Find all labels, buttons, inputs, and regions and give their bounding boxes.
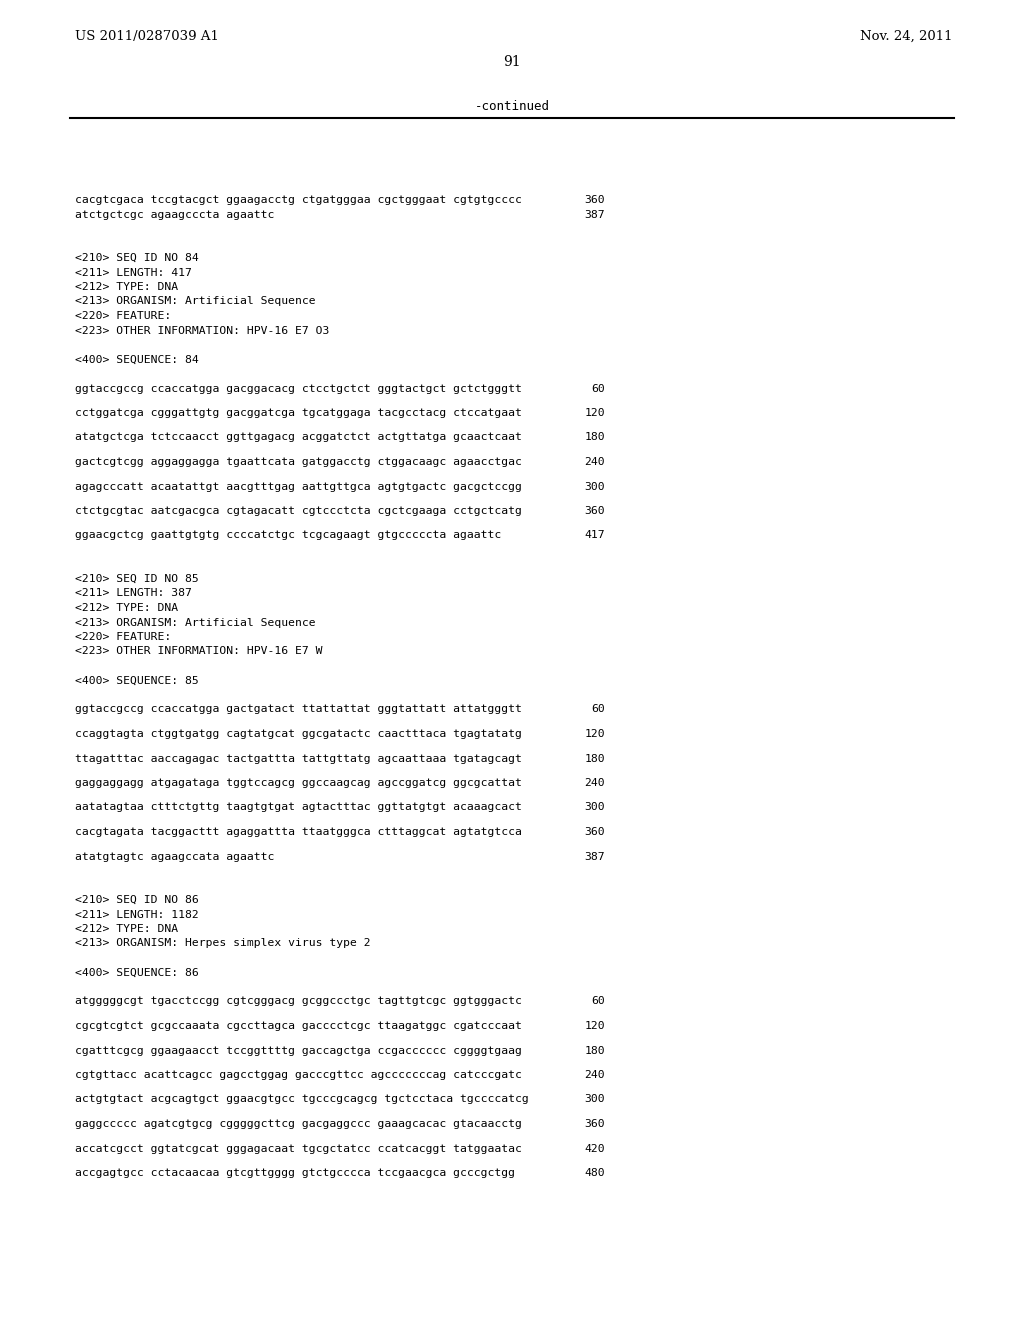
- Text: 180: 180: [585, 433, 605, 442]
- Text: 480: 480: [585, 1168, 605, 1177]
- Text: ccaggtagta ctggtgatgg cagtatgcat ggcgatactc caactttaca tgagtatatg: ccaggtagta ctggtgatgg cagtatgcat ggcgata…: [75, 729, 522, 739]
- Text: <223> OTHER INFORMATION: HPV-16 E7 O3: <223> OTHER INFORMATION: HPV-16 E7 O3: [75, 326, 330, 335]
- Text: ggaacgctcg gaattgtgtg ccccatctgc tcgcagaagt gtgcccccta agaattc: ggaacgctcg gaattgtgtg ccccatctgc tcgcaga…: [75, 531, 502, 540]
- Text: 240: 240: [585, 1071, 605, 1080]
- Text: <220> FEATURE:: <220> FEATURE:: [75, 312, 171, 321]
- Text: <213> ORGANISM: Artificial Sequence: <213> ORGANISM: Artificial Sequence: [75, 297, 315, 306]
- Text: <212> TYPE: DNA: <212> TYPE: DNA: [75, 603, 178, 612]
- Text: <210> SEQ ID NO 85: <210> SEQ ID NO 85: [75, 574, 199, 583]
- Text: <211> LENGTH: 387: <211> LENGTH: 387: [75, 589, 191, 598]
- Text: atctgctcgc agaagcccta agaattc: atctgctcgc agaagcccta agaattc: [75, 210, 274, 219]
- Text: <400> SEQUENCE: 86: <400> SEQUENCE: 86: [75, 968, 199, 978]
- Text: <212> TYPE: DNA: <212> TYPE: DNA: [75, 282, 178, 292]
- Text: atatgctcga tctccaacct ggttgagacg acggatctct actgttatga gcaactcaat: atatgctcga tctccaacct ggttgagacg acggatc…: [75, 433, 522, 442]
- Text: 360: 360: [585, 828, 605, 837]
- Text: aatatagtaa ctttctgttg taagtgtgat agtactttac ggttatgtgt acaaagcact: aatatagtaa ctttctgttg taagtgtgat agtactt…: [75, 803, 522, 813]
- Text: <212> TYPE: DNA: <212> TYPE: DNA: [75, 924, 178, 935]
- Text: <211> LENGTH: 1182: <211> LENGTH: 1182: [75, 909, 199, 920]
- Text: cgatttcgcg ggaagaacct tccggttttg gaccagctga ccgacccccc cggggtgaag: cgatttcgcg ggaagaacct tccggttttg gaccagc…: [75, 1045, 522, 1056]
- Text: atatgtagtc agaagccata agaattc: atatgtagtc agaagccata agaattc: [75, 851, 274, 862]
- Text: cacgtcgaca tccgtacgct ggaagacctg ctgatgggaa cgctgggaat cgtgtgcccc: cacgtcgaca tccgtacgct ggaagacctg ctgatgg…: [75, 195, 522, 205]
- Text: <223> OTHER INFORMATION: HPV-16 E7 W: <223> OTHER INFORMATION: HPV-16 E7 W: [75, 647, 323, 656]
- Text: 360: 360: [585, 506, 605, 516]
- Text: cgcgtcgtct gcgccaaata cgccttagca gacccctcgc ttaagatggc cgatcccaat: cgcgtcgtct gcgccaaata cgccttagca gacccct…: [75, 1020, 522, 1031]
- Text: 180: 180: [585, 1045, 605, 1056]
- Text: 300: 300: [585, 1094, 605, 1105]
- Text: <210> SEQ ID NO 84: <210> SEQ ID NO 84: [75, 253, 199, 263]
- Text: <400> SEQUENCE: 85: <400> SEQUENCE: 85: [75, 676, 199, 685]
- Text: 300: 300: [585, 803, 605, 813]
- Text: 60: 60: [591, 384, 605, 393]
- Text: 360: 360: [585, 195, 605, 205]
- Text: 387: 387: [585, 210, 605, 219]
- Text: accatcgcct ggtatcgcat gggagacaat tgcgctatcc ccatcacggt tatggaatac: accatcgcct ggtatcgcat gggagacaat tgcgcta…: [75, 1143, 522, 1154]
- Text: cacgtagata tacggacttt agaggattta ttaatgggca ctttaggcat agtatgtcca: cacgtagata tacggacttt agaggattta ttaatgg…: [75, 828, 522, 837]
- Text: 120: 120: [585, 729, 605, 739]
- Text: <400> SEQUENCE: 84: <400> SEQUENCE: 84: [75, 355, 199, 364]
- Text: ttagatttac aaccagagac tactgattta tattgttatg agcaattaaa tgatagcagt: ttagatttac aaccagagac tactgattta tattgtt…: [75, 754, 522, 763]
- Text: ctctgcgtac aatcgacgca cgtagacatt cgtccctcta cgctcgaaga cctgctcatg: ctctgcgtac aatcgacgca cgtagacatt cgtccct…: [75, 506, 522, 516]
- Text: cgtgttacc acattcagcc gagcctggag gacccgttcc agcccccccag catcccgatc: cgtgttacc acattcagcc gagcctggag gacccgtt…: [75, 1071, 522, 1080]
- Text: gaggaggagg atgagataga tggtccagcg ggccaagcag agccggatcg ggcgcattat: gaggaggagg atgagataga tggtccagcg ggccaag…: [75, 777, 522, 788]
- Text: 120: 120: [585, 1020, 605, 1031]
- Text: 240: 240: [585, 777, 605, 788]
- Text: <210> SEQ ID NO 86: <210> SEQ ID NO 86: [75, 895, 199, 906]
- Text: atgggggcgt tgacctccgg cgtcgggacg gcggccctgc tagttgtcgc ggtgggactc: atgggggcgt tgacctccgg cgtcgggacg gcggccc…: [75, 997, 522, 1006]
- Text: 240: 240: [585, 457, 605, 467]
- Text: agagcccatt acaatattgt aacgtttgag aattgttgca agtgtgactc gacgctccgg: agagcccatt acaatattgt aacgtttgag aattgtt…: [75, 482, 522, 491]
- Text: <213> ORGANISM: Herpes simplex virus type 2: <213> ORGANISM: Herpes simplex virus typ…: [75, 939, 371, 949]
- Text: 60: 60: [591, 705, 605, 714]
- Text: accgagtgcc cctacaacaa gtcgttgggg gtctgcccca tccgaacgca gcccgctgg: accgagtgcc cctacaacaa gtcgttgggg gtctgcc…: [75, 1168, 515, 1177]
- Text: cctggatcga cgggattgtg gacggatcga tgcatggaga tacgcctacg ctccatgaat: cctggatcga cgggattgtg gacggatcga tgcatgg…: [75, 408, 522, 418]
- Text: gactcgtcgg aggaggagga tgaattcata gatggacctg ctggacaagc agaacctgac: gactcgtcgg aggaggagga tgaattcata gatggac…: [75, 457, 522, 467]
- Text: 60: 60: [591, 997, 605, 1006]
- Text: gaggccccc agatcgtgcg cgggggcttcg gacgaggccc gaaagcacac gtacaacctg: gaggccccc agatcgtgcg cgggggcttcg gacgagg…: [75, 1119, 522, 1129]
- Text: 180: 180: [585, 754, 605, 763]
- Text: <213> ORGANISM: Artificial Sequence: <213> ORGANISM: Artificial Sequence: [75, 618, 315, 627]
- Text: US 2011/0287039 A1: US 2011/0287039 A1: [75, 30, 219, 44]
- Text: 360: 360: [585, 1119, 605, 1129]
- Text: ggtaccgccg ccaccatgga gactgatact ttattattat gggtattatt attatgggtt: ggtaccgccg ccaccatgga gactgatact ttattat…: [75, 705, 522, 714]
- Text: ggtaccgccg ccaccatgga gacggacacg ctcctgctct gggtactgct gctctgggtt: ggtaccgccg ccaccatgga gacggacacg ctcctgc…: [75, 384, 522, 393]
- Text: <220> FEATURE:: <220> FEATURE:: [75, 632, 171, 642]
- Text: 300: 300: [585, 482, 605, 491]
- Text: Nov. 24, 2011: Nov. 24, 2011: [859, 30, 952, 44]
- Text: 120: 120: [585, 408, 605, 418]
- Text: -continued: -continued: [474, 100, 550, 114]
- Text: 420: 420: [585, 1143, 605, 1154]
- Text: 417: 417: [585, 531, 605, 540]
- Text: <211> LENGTH: 417: <211> LENGTH: 417: [75, 268, 191, 277]
- Text: actgtgtact acgcagtgct ggaacgtgcc tgcccgcagcg tgctcctaca tgccccatcg: actgtgtact acgcagtgct ggaacgtgcc tgcccgc…: [75, 1094, 528, 1105]
- Text: 91: 91: [503, 55, 521, 69]
- Text: 387: 387: [585, 851, 605, 862]
